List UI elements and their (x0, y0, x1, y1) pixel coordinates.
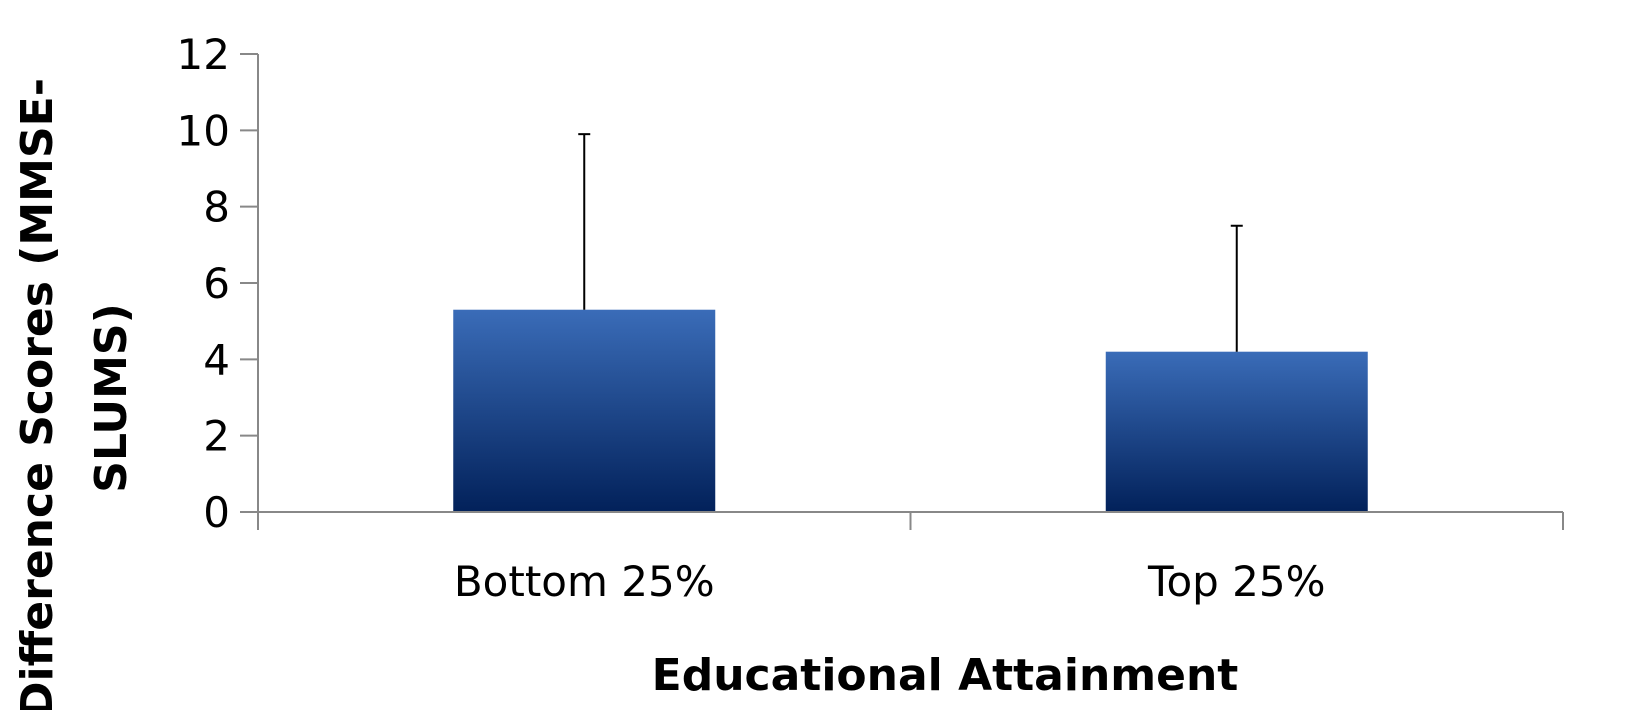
y-tick-label: 8 (203, 183, 230, 232)
y-axis-title-line: Difference Scores (MMSE- (12, 78, 63, 710)
y-axis-title: Difference Scores (MMSE- SLUMS) (12, 78, 137, 710)
x-axis-title: Educational Attainment (652, 650, 1239, 701)
bar (1105, 351, 1368, 512)
bars (453, 309, 1368, 512)
y-tick-label: 2 (203, 412, 230, 461)
y-tick-label: 0 (203, 488, 230, 537)
bar (453, 309, 716, 512)
y-axis-ticks: 0 2 4 6 8 10 12 (177, 30, 258, 537)
y-tick-label: 6 (203, 259, 230, 308)
y-axis-title-line: SLUMS) (86, 303, 137, 492)
x-category-label: Top 25% (1147, 557, 1326, 606)
axes (240, 54, 1564, 530)
error-bars (578, 133, 1243, 352)
x-category-label: Bottom 25% (454, 557, 715, 606)
y-tick-label: 12 (177, 30, 230, 79)
y-tick-label: 4 (203, 335, 230, 384)
y-tick-label: 10 (177, 106, 230, 155)
x-axis-category-labels: Bottom 25% Top 25% (454, 557, 1326, 606)
